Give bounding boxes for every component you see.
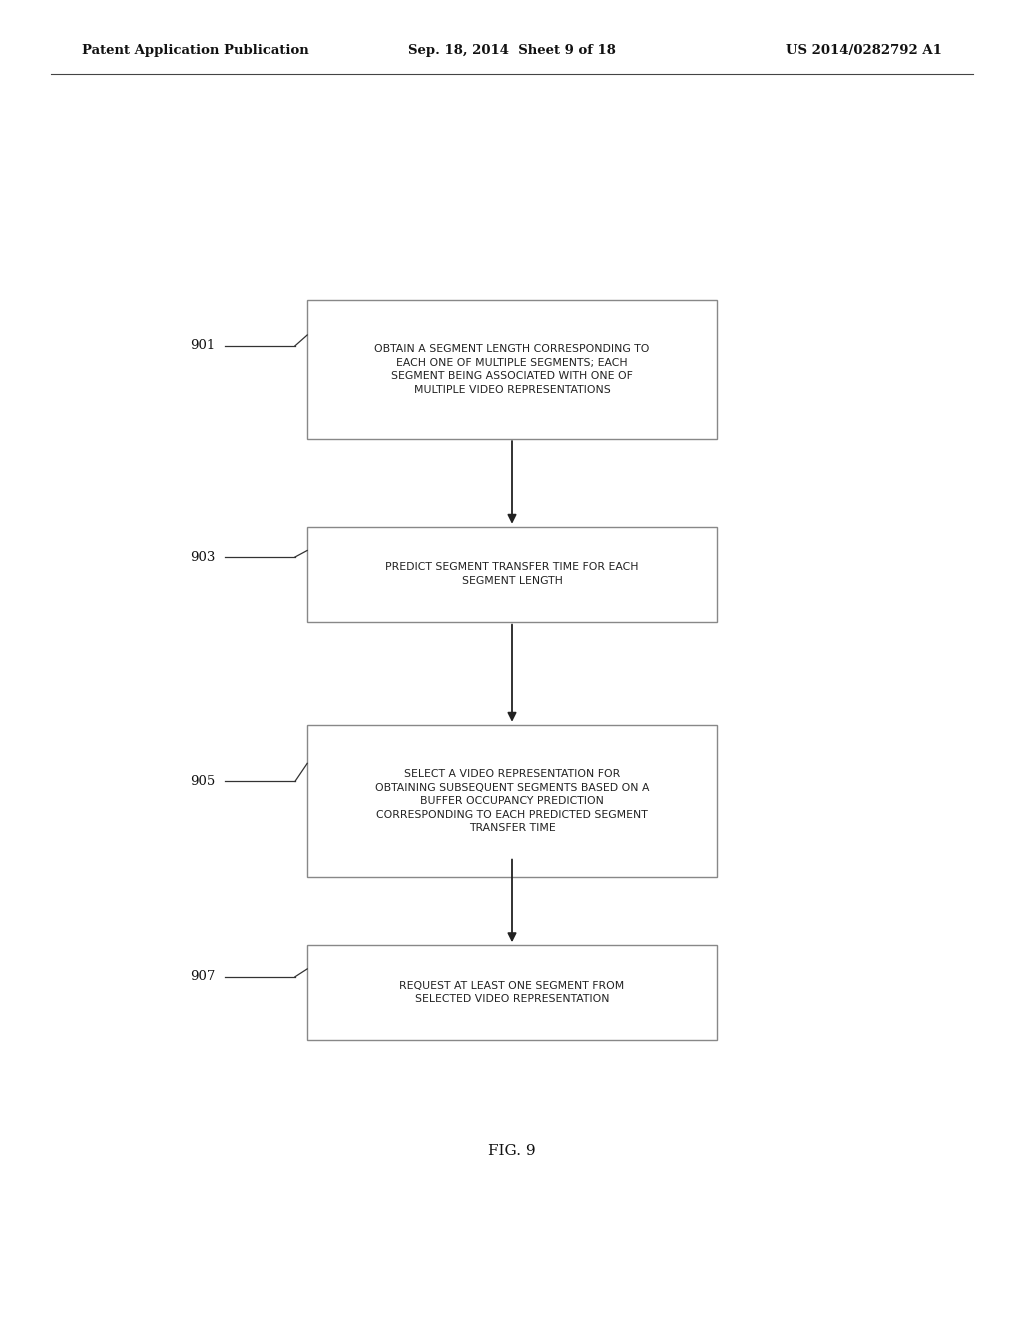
Text: FIG. 9: FIG. 9 <box>488 1144 536 1158</box>
FancyBboxPatch shape <box>307 527 717 622</box>
FancyBboxPatch shape <box>307 726 717 876</box>
Text: SELECT A VIDEO REPRESENTATION FOR
OBTAINING SUBSEQUENT SEGMENTS BASED ON A
BUFFE: SELECT A VIDEO REPRESENTATION FOR OBTAIN… <box>375 770 649 833</box>
Text: REQUEST AT LEAST ONE SEGMENT FROM
SELECTED VIDEO REPRESENTATION: REQUEST AT LEAST ONE SEGMENT FROM SELECT… <box>399 981 625 1005</box>
Text: 905: 905 <box>189 775 215 788</box>
Text: 901: 901 <box>189 339 215 352</box>
FancyBboxPatch shape <box>307 301 717 438</box>
Text: US 2014/0282792 A1: US 2014/0282792 A1 <box>786 44 942 57</box>
Text: OBTAIN A SEGMENT LENGTH CORRESPONDING TO
EACH ONE OF MULTIPLE SEGMENTS; EACH
SEG: OBTAIN A SEGMENT LENGTH CORRESPONDING TO… <box>375 345 649 395</box>
Text: 903: 903 <box>189 550 215 564</box>
Text: Patent Application Publication: Patent Application Publication <box>82 44 308 57</box>
Text: PREDICT SEGMENT TRANSFER TIME FOR EACH
SEGMENT LENGTH: PREDICT SEGMENT TRANSFER TIME FOR EACH S… <box>385 562 639 586</box>
Text: 907: 907 <box>189 970 215 983</box>
Text: Sep. 18, 2014  Sheet 9 of 18: Sep. 18, 2014 Sheet 9 of 18 <box>408 44 616 57</box>
FancyBboxPatch shape <box>307 945 717 1040</box>
